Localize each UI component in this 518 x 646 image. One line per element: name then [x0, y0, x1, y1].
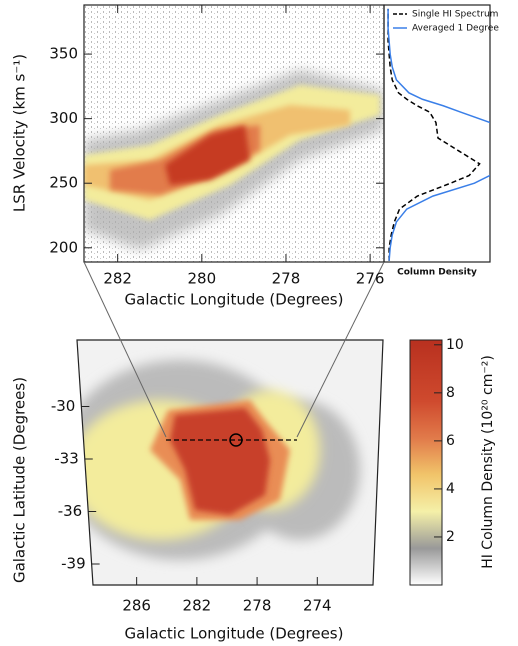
zoom-line — [296, 261, 385, 438]
spectrum-line — [387, 8, 490, 261]
colorbar-tick-label: 4 — [446, 481, 455, 497]
y-tick-label: 250 — [49, 174, 78, 192]
map-image — [77, 340, 383, 585]
colorbar-tick-label: 2 — [446, 529, 455, 545]
x-tick-label: 286 — [122, 597, 151, 615]
x-tick-label: 282 — [183, 597, 212, 615]
x-tick-label: 278 — [243, 597, 272, 615]
x-tick-label: 274 — [303, 597, 332, 615]
colorbar-tick-label: 8 — [446, 385, 455, 401]
colorbar — [409, 339, 443, 586]
pv-image — [84, 5, 384, 262]
x-label: Column Density — [397, 268, 477, 278]
y-label: LSR Velocity (km s⁻¹) — [11, 54, 29, 212]
y-tick-label: -33 — [54, 450, 79, 468]
colorbar-tick-label: 6 — [446, 433, 455, 449]
y-tick-label: 350 — [49, 45, 78, 63]
y-tick-label: -39 — [61, 555, 86, 573]
legend-label: Single HI Spectrum — [412, 10, 498, 20]
x-label: Galactic Longitude (Degrees) — [125, 291, 344, 309]
y-tick-label: -36 — [58, 502, 83, 520]
legend-label: Averaged 1 Degree — [412, 24, 499, 34]
y-tick-label: 300 — [49, 109, 78, 127]
map-frame — [76, 339, 384, 586]
x-tick-label: 282 — [103, 270, 132, 288]
x-label: Galactic Longitude (Degrees) — [125, 625, 344, 643]
colorbar-tick-label: 10 — [446, 337, 464, 353]
spectrum-frame — [383, 4, 491, 263]
zoom-line — [83, 261, 167, 438]
spectrum-line — [387, 8, 481, 261]
spectrum-position — [229, 433, 243, 447]
y-tick-label: -30 — [51, 397, 76, 415]
y-label: Galactic Latitude (Degrees) — [11, 377, 29, 583]
x-tick-label: 278 — [272, 270, 301, 288]
x-tick-label: 280 — [187, 270, 216, 288]
colorbar-label: HI Column Density (10²⁰ cm⁻²) — [480, 355, 496, 569]
y-tick-label: 200 — [49, 238, 78, 256]
x-tick-label: 276 — [356, 270, 385, 288]
